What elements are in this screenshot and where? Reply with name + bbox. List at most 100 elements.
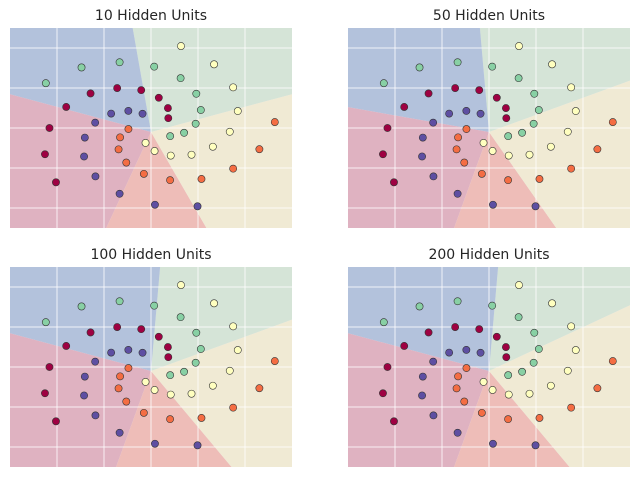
- data-point: [515, 281, 523, 289]
- data-point: [86, 328, 95, 337]
- data-point: [567, 83, 576, 92]
- data-point: [41, 318, 50, 327]
- data-point: [225, 127, 234, 136]
- data-point: [151, 200, 159, 209]
- data-point: [191, 119, 200, 128]
- data-point: [429, 118, 438, 127]
- data-point: [80, 391, 88, 400]
- data-point: [418, 372, 427, 381]
- data-point: [138, 348, 147, 357]
- data-point: [502, 353, 511, 362]
- data-point: [124, 364, 133, 372]
- data-point: [197, 414, 206, 422]
- data-point: [115, 58, 124, 67]
- data-point: [452, 145, 461, 154]
- data-point: [488, 147, 497, 155]
- data-point: [164, 343, 172, 351]
- data-point: [453, 428, 462, 437]
- data-point: [534, 345, 543, 353]
- data-point: [415, 63, 424, 72]
- data-point: [91, 411, 100, 420]
- data-point: [77, 63, 86, 72]
- data-point: [45, 363, 54, 371]
- data-point: [571, 346, 580, 354]
- data-point: [567, 403, 576, 412]
- data-point: [548, 60, 556, 69]
- data-point: [192, 328, 201, 337]
- data-point: [124, 125, 133, 133]
- data-point: [154, 93, 163, 102]
- decision-region: [479, 28, 630, 132]
- data-point: [229, 164, 238, 173]
- data-point: [418, 391, 426, 400]
- data-point: [475, 325, 484, 334]
- data-point: [150, 147, 159, 155]
- data-point: [52, 178, 60, 187]
- data-point: [383, 124, 392, 132]
- data-point: [462, 106, 471, 115]
- data-point: [166, 176, 174, 185]
- data-point: [546, 142, 555, 151]
- data-point: [525, 150, 534, 159]
- data-point: [502, 114, 511, 123]
- data-point: [475, 86, 484, 95]
- decision-region: [489, 80, 630, 228]
- data-point: [233, 107, 242, 115]
- data-point: [502, 343, 510, 351]
- subplot-title: 10 Hidden Units: [95, 8, 207, 24]
- data-point: [548, 299, 556, 308]
- data-point: [164, 114, 173, 123]
- decision-region: [348, 267, 499, 371]
- data-point: [114, 145, 123, 154]
- data-point: [187, 150, 196, 159]
- data-point: [124, 106, 133, 115]
- data-point: [504, 176, 512, 185]
- subplot-title: 200 Hidden Units: [428, 247, 549, 263]
- data-point: [41, 150, 49, 159]
- data-point: [197, 175, 206, 183]
- data-point: [462, 364, 471, 372]
- data-point: [415, 302, 424, 311]
- data-point: [62, 342, 71, 350]
- data-point: [80, 133, 89, 142]
- data-point: [593, 384, 602, 393]
- data-point: [514, 313, 523, 322]
- data-point: [113, 323, 122, 331]
- data-point: [546, 381, 555, 390]
- data-point: [137, 86, 146, 95]
- data-point: [460, 158, 469, 167]
- data-point: [504, 390, 513, 399]
- data-point: [451, 84, 460, 92]
- data-point: [492, 332, 501, 341]
- data-point: [115, 189, 124, 198]
- subplot-title: 50 Hidden Units: [433, 8, 545, 24]
- data-point: [122, 158, 131, 167]
- data-point: [229, 83, 238, 92]
- data-point: [477, 169, 486, 178]
- data-point: [514, 74, 523, 83]
- data-point: [488, 386, 497, 394]
- data-point: [535, 175, 544, 183]
- data-point: [141, 377, 150, 386]
- data-point: [166, 371, 175, 380]
- data-point: [531, 441, 540, 450]
- data-point: [429, 172, 438, 181]
- data-point: [529, 119, 538, 128]
- data-point: [563, 127, 572, 136]
- data-point: [115, 428, 124, 437]
- data-point: [192, 89, 201, 98]
- data-point: [177, 42, 185, 50]
- data-point: [515, 42, 523, 50]
- decision-region: [489, 267, 630, 371]
- data-point: [390, 417, 398, 426]
- data-point: [488, 62, 497, 71]
- data-point: [86, 89, 95, 98]
- data-point: [489, 200, 497, 209]
- data-point: [208, 381, 217, 390]
- data-point: [400, 103, 409, 111]
- data-point: [535, 414, 544, 422]
- data-point: [115, 297, 124, 306]
- data-point: [139, 169, 148, 178]
- data-point: [529, 358, 538, 367]
- data-point: [41, 79, 50, 88]
